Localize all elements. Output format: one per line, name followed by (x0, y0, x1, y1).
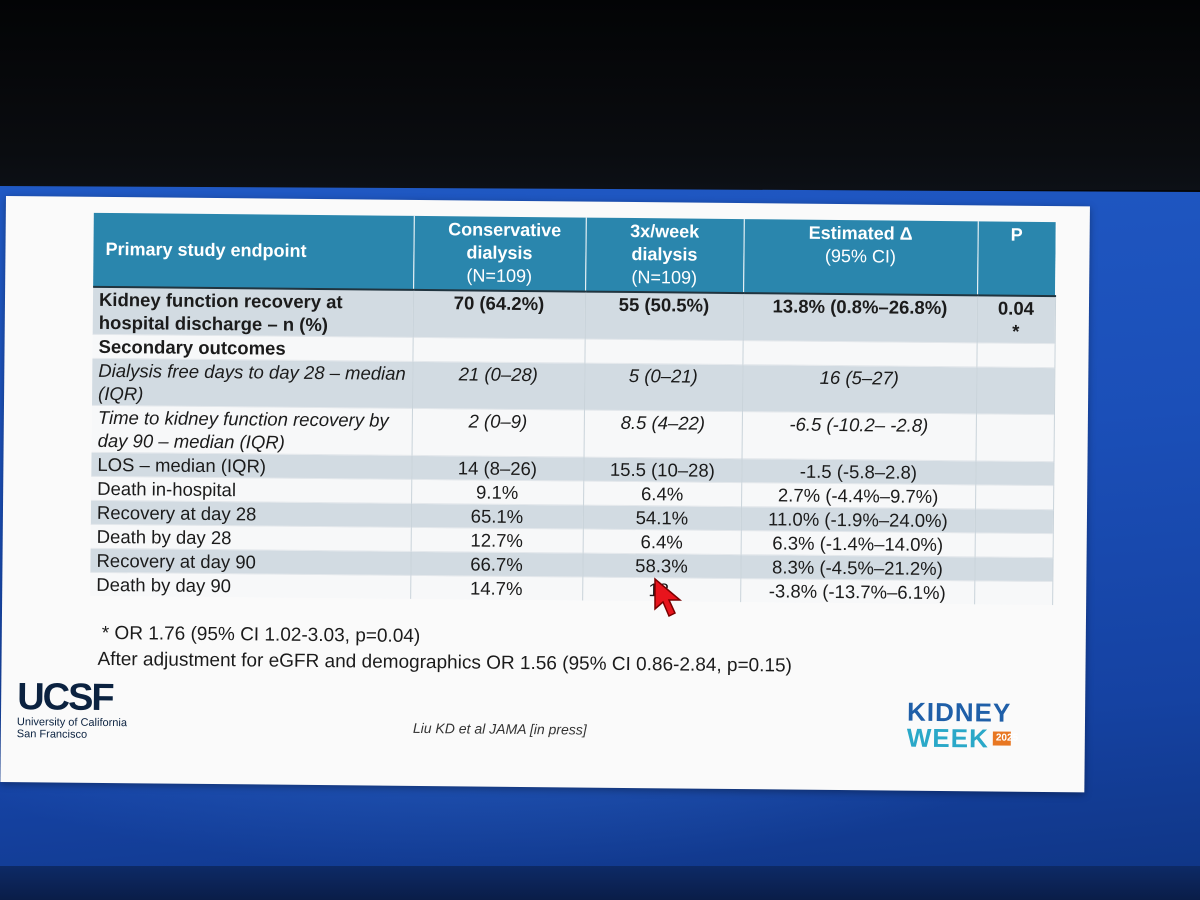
kidney-week-line-1: KIDNEY (906, 696, 1012, 728)
kidney-week-logo: KIDNEY WEEK 2025 (906, 696, 1037, 754)
table-row: Kidney function recovery at hospital dis… (92, 286, 1056, 344)
dark-ceiling (0, 0, 1200, 190)
ucsf-line-2: San Francisco (16, 728, 88, 741)
column-header-p: P (977, 221, 1056, 297)
presentation-slide: Primary study endpoint Conservative dial… (0, 196, 1090, 793)
column-header-delta: Estimated Δ (95% CI) (743, 219, 978, 296)
citation: Liu KD et al JAMA [in press] (412, 719, 587, 738)
results-table: Primary study endpoint Conservative dial… (90, 212, 1056, 606)
table-row: Time to kidney function recovery by day … (91, 405, 1054, 462)
ucsf-line-1: University of California (16, 716, 128, 730)
ucsf-logo: UCSF University of California San Franci… (16, 676, 128, 741)
header-row: Primary study endpoint Conservative dial… (93, 212, 1056, 297)
mouse-pointer-icon (654, 577, 683, 618)
footnotes: * OR 1.76 (95% CI 1.02-3.03, p=0.04) Aft… (97, 621, 792, 680)
footnote-adjustment: After adjustment for eGFR and demographi… (97, 648, 793, 677)
ucsf-wordmark: UCSF (16, 676, 113, 720)
kidney-week-year: 2025 (992, 731, 1018, 746)
kidney-week-line-2: WEEK (906, 722, 989, 754)
screen-bottom-band (0, 866, 1200, 900)
column-header-endpoint: Primary study endpoint (93, 212, 414, 290)
column-header-conservative: Conservative dialysis (N=109) (413, 215, 586, 292)
column-header-weekly: 3x/week dialysis (N=109) (585, 217, 744, 294)
